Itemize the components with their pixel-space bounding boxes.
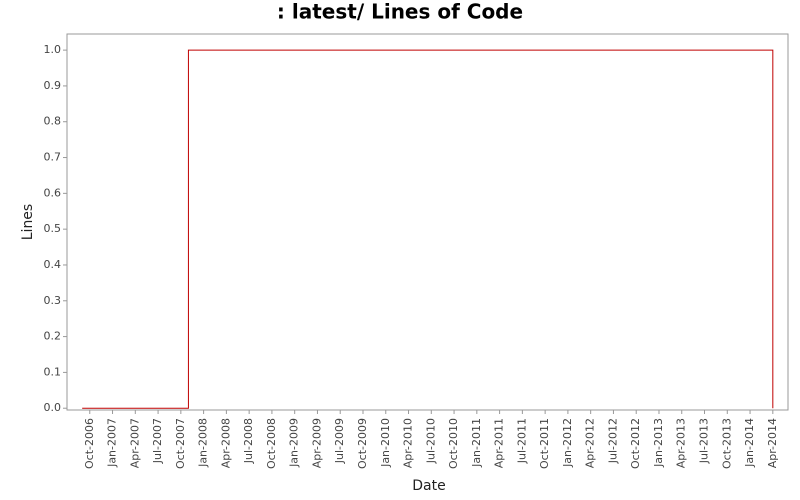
y-tick-label: 0.4 [44,258,62,271]
y-tick-label: 0.5 [44,222,62,235]
x-tick-label: Apr-2011 [493,418,506,468]
y-tick-label: 0.6 [44,186,62,199]
x-tick-label: Apr-2009 [310,418,323,468]
y-tick-label: 0.8 [44,115,62,128]
x-tick-label: Jul-2010 [424,418,437,464]
x-tick-label: Jan-2012 [561,418,574,468]
x-tick-label: Oct-2012 [629,418,642,469]
step-line [82,49,774,409]
x-tick-label: Oct-2009 [356,418,369,469]
x-tick-label: Jul-2012 [606,418,619,464]
x-tick-label: Oct-2010 [447,418,460,469]
y-tick-label: 1.0 [44,43,62,56]
x-tick-label: Jan-2010 [379,418,392,468]
y-tick-label: 0.2 [44,330,62,343]
x-tick-label: Jan-2009 [288,418,301,468]
x-tick-label: Oct-2013 [720,418,733,469]
x-tick-label: Apr-2007 [128,418,141,468]
y-tick-label: 0.3 [44,294,62,307]
x-tick-label: Jul-2008 [242,418,255,464]
y-axis-label: Lines [20,204,36,240]
x-axis-label: Date [412,478,445,494]
x-tick-label: Apr-2014 [766,418,779,468]
x-tick-label: Jul-2011 [515,418,528,464]
x-tick-label: Oct-2008 [265,418,278,469]
y-tick-label: 0.1 [44,365,62,378]
x-tick-label: Oct-2007 [174,418,187,469]
x-tick-label: Apr-2013 [675,418,688,468]
x-tick-label: Oct-2011 [538,418,551,469]
x-tick-label: Oct-2006 [83,418,96,469]
x-tick-label: Jan-2007 [106,418,119,468]
y-tick-label: 0.7 [44,151,62,164]
x-tick-label: Jul-2009 [333,418,346,464]
chart-title: : latest/ Lines of Code [277,0,523,24]
x-tick-label: Apr-2008 [219,418,232,468]
x-tick-label: Jul-2007 [151,418,164,464]
x-tick-label: Jan-2011 [470,418,483,468]
x-tick-label: Jan-2013 [652,418,665,468]
plot-area [66,33,789,411]
y-tick-label: 0.0 [44,401,62,414]
x-tick-label: Jan-2008 [197,418,210,468]
x-tick-label: Jul-2013 [698,418,711,464]
x-tick-label: Jan-2014 [743,418,756,468]
x-tick-label: Apr-2010 [402,418,415,468]
x-tick-label: Apr-2012 [584,418,597,468]
y-tick-label: 0.9 [44,79,62,92]
